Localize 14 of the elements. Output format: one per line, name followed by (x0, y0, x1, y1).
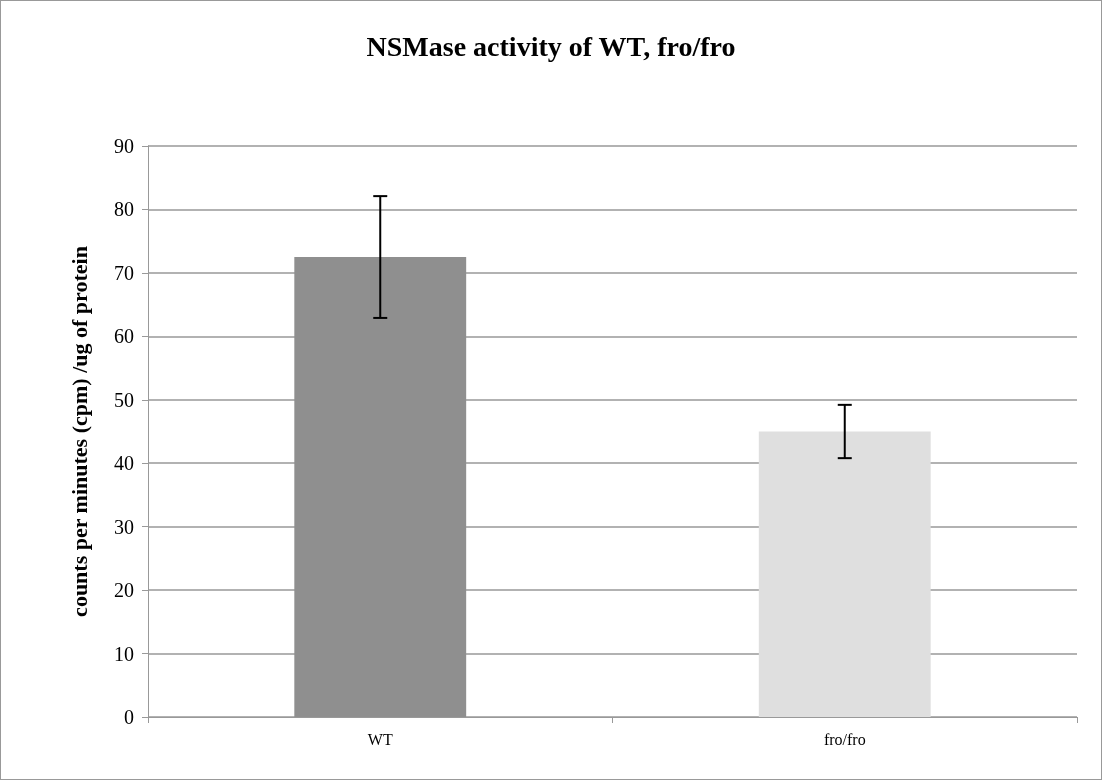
x-tick-label: fro/fro (823, 730, 866, 748)
y-axis-title: counts per minutes (cpm) /ug of protein (66, 246, 92, 617)
x-tick-label: WT (367, 730, 393, 748)
y-tick-label: 70 (114, 261, 134, 284)
y-tick-label: 10 (114, 642, 134, 665)
y-tick-label: 40 (114, 452, 134, 475)
y-tick-label: 30 (114, 515, 134, 538)
y-tick-label: 80 (114, 198, 134, 221)
y-tick-label: 20 (114, 579, 134, 602)
y-tick-label: 90 (114, 135, 134, 157)
chart-title: NSMase activity of WT, fro/fro (366, 30, 736, 62)
y-tick-label: 0 (124, 706, 134, 728)
y-tick-label: 50 (114, 388, 134, 411)
y-tick-label: 60 (114, 325, 134, 348)
